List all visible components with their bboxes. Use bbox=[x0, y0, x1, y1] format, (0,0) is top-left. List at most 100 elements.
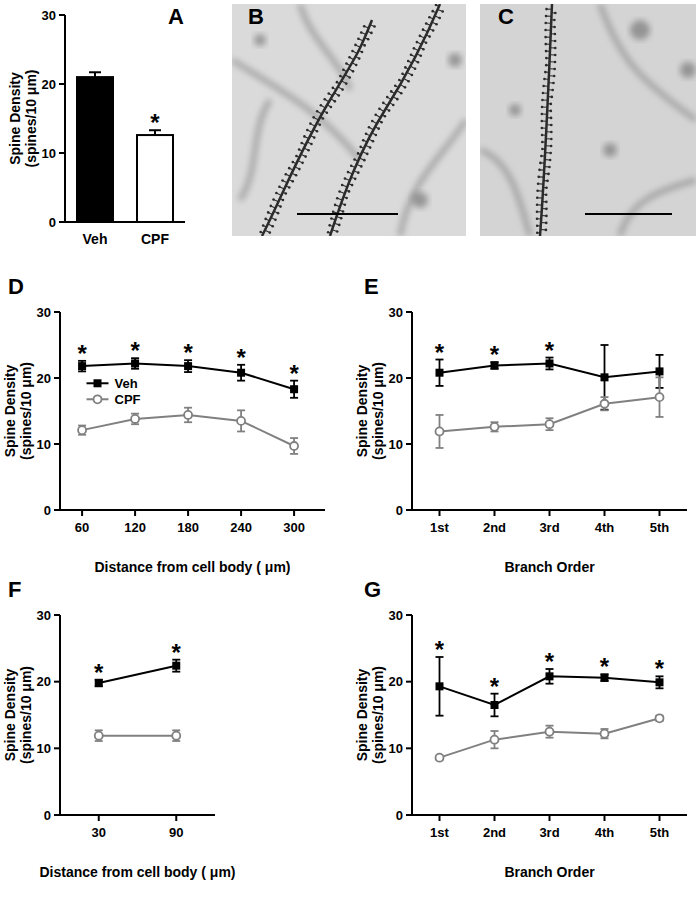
panel-label: A bbox=[168, 4, 184, 29]
spine-head bbox=[352, 70, 355, 73]
point bbox=[131, 415, 139, 423]
spine-head bbox=[417, 61, 420, 64]
spine-head bbox=[404, 66, 407, 69]
y-tick bbox=[59, 83, 65, 85]
legend-label: Veh bbox=[115, 376, 138, 391]
spine-head bbox=[416, 41, 419, 44]
spine-head bbox=[422, 28, 425, 31]
y-tick-label: 10 bbox=[389, 437, 403, 452]
micrograph: B bbox=[232, 4, 466, 236]
spine-head bbox=[550, 117, 553, 120]
x-tick bbox=[659, 510, 661, 516]
spine-head bbox=[366, 153, 369, 156]
x-axis-label: Distance from cell body ( μm) bbox=[39, 864, 235, 880]
spine-head bbox=[390, 90, 393, 93]
error-cap bbox=[290, 453, 298, 455]
spine-head bbox=[269, 205, 272, 208]
spine-head bbox=[344, 203, 347, 206]
spine-head bbox=[441, 10, 444, 13]
spine-head bbox=[401, 73, 404, 76]
spine-head bbox=[313, 136, 316, 139]
spine-head bbox=[371, 120, 374, 123]
spine-head bbox=[541, 113, 544, 116]
y-tick-label: 10 bbox=[37, 741, 51, 756]
spine-head bbox=[274, 218, 277, 221]
spine-head bbox=[373, 25, 376, 28]
error-cap bbox=[546, 369, 554, 371]
y-tick-label: 0 bbox=[49, 215, 56, 230]
y-tick bbox=[59, 14, 65, 16]
spine-head bbox=[281, 179, 284, 182]
spine-head bbox=[398, 79, 401, 82]
spine-head bbox=[342, 210, 345, 213]
error-cap bbox=[172, 671, 180, 673]
error-bar bbox=[290, 438, 298, 454]
point bbox=[656, 367, 664, 375]
significance: * bbox=[600, 653, 610, 680]
spine-head bbox=[552, 82, 555, 85]
spine-head bbox=[554, 40, 557, 43]
error-cap bbox=[184, 421, 192, 423]
spine-head bbox=[345, 82, 348, 85]
spine-head bbox=[288, 186, 291, 189]
x-tick-label: 120 bbox=[124, 520, 146, 535]
spine-head bbox=[277, 212, 280, 215]
spine-head bbox=[407, 80, 410, 83]
error-bar bbox=[601, 729, 609, 738]
error-cap bbox=[184, 407, 192, 409]
spine-head bbox=[363, 159, 366, 162]
plot-area bbox=[95, 660, 181, 741]
spine-head bbox=[548, 166, 551, 169]
spine-head bbox=[374, 113, 377, 116]
significance: * bbox=[435, 339, 445, 366]
y-tick bbox=[59, 221, 65, 223]
spine-head bbox=[553, 26, 556, 29]
spine-head bbox=[550, 138, 553, 141]
plot-area bbox=[78, 358, 298, 454]
x-tick bbox=[187, 510, 189, 516]
spine-head bbox=[365, 132, 368, 135]
point bbox=[656, 393, 664, 401]
spine-head bbox=[537, 176, 540, 179]
panel: A0102030VehCPFSpine Density(spines/10 μm… bbox=[7, 4, 185, 247]
spine-head bbox=[354, 178, 357, 181]
error-cap bbox=[237, 380, 245, 382]
panel-label: G bbox=[364, 577, 381, 602]
spine-head bbox=[542, 92, 545, 95]
spine-head bbox=[332, 87, 335, 90]
error-cap bbox=[436, 385, 444, 387]
image-content bbox=[232, 4, 466, 236]
y-tick bbox=[54, 614, 60, 616]
x-tick-label: 4th bbox=[595, 520, 615, 535]
spine-head bbox=[554, 54, 557, 57]
spine-head bbox=[541, 106, 544, 109]
y-tick bbox=[406, 443, 412, 445]
point bbox=[436, 369, 444, 377]
legend: VehCPF bbox=[87, 376, 141, 407]
spine-head bbox=[536, 196, 539, 199]
significance: * bbox=[490, 341, 500, 368]
significance: * bbox=[655, 655, 665, 682]
spine-head bbox=[388, 109, 391, 112]
error-cap bbox=[491, 730, 499, 732]
error-bar bbox=[436, 657, 444, 716]
spine-head bbox=[304, 155, 307, 158]
x-tick-label: Veh bbox=[83, 231, 108, 247]
spine-head bbox=[298, 168, 301, 171]
point bbox=[491, 423, 499, 431]
point bbox=[656, 714, 664, 722]
spine-head bbox=[545, 222, 548, 225]
series bbox=[95, 730, 181, 741]
spine-head bbox=[425, 41, 428, 44]
spine-head bbox=[341, 184, 344, 187]
spine-head bbox=[541, 148, 544, 151]
blurred-process bbox=[600, 4, 696, 120]
y-tick bbox=[54, 509, 60, 511]
error-cap bbox=[89, 71, 101, 73]
spine-head bbox=[372, 140, 375, 143]
scale-bar bbox=[297, 213, 398, 215]
blurred-process bbox=[300, 4, 350, 90]
spine-head bbox=[414, 67, 417, 70]
y-axis bbox=[59, 312, 61, 510]
spine-head bbox=[540, 155, 543, 158]
